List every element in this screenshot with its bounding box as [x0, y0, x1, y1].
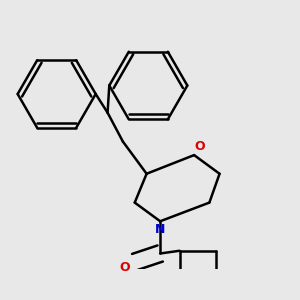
Text: N: N: [155, 223, 165, 236]
Text: O: O: [194, 140, 205, 153]
Text: O: O: [119, 261, 130, 274]
